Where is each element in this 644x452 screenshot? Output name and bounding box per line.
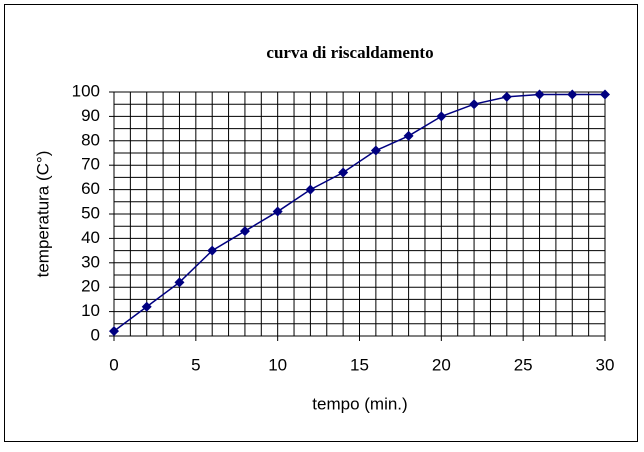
y-tick-label: 50 — [81, 203, 100, 222]
chart-title: curva di riscaldamento — [266, 43, 433, 62]
x-tick-label: 30 — [596, 355, 615, 374]
data-point — [174, 277, 185, 288]
y-tick-label: 80 — [81, 130, 100, 149]
x-tick-label: 25 — [514, 355, 533, 374]
data-point — [567, 89, 578, 100]
data-point — [207, 245, 218, 256]
x-tick-label: 5 — [191, 355, 200, 374]
data-point — [109, 326, 119, 337]
x-tick-label: 15 — [350, 355, 369, 374]
data-line — [113, 93, 605, 332]
data-point — [272, 206, 283, 217]
data-point — [338, 167, 349, 178]
y-tick-label: 70 — [81, 155, 100, 174]
data-point — [534, 89, 545, 100]
y-tick-label: 40 — [81, 228, 100, 247]
data-point — [436, 111, 447, 122]
y-tick-label: 10 — [81, 301, 100, 320]
data-point — [600, 89, 610, 100]
chart-frame — [4, 4, 638, 442]
data-point — [469, 99, 480, 110]
data-point — [370, 145, 381, 156]
x-tick-label: 20 — [432, 355, 451, 374]
y-tick-label: 0 — [91, 325, 100, 344]
y-tick-label: 60 — [81, 179, 100, 198]
y-axis-label: temperatura (C°) — [33, 151, 52, 278]
data-point — [141, 301, 152, 312]
y-tick-label: 30 — [81, 252, 100, 271]
data-point — [501, 91, 512, 102]
data-point — [403, 130, 414, 141]
data-point — [239, 226, 250, 237]
y-tick-label: 20 — [81, 277, 100, 296]
data-point — [305, 184, 316, 195]
y-tick-label: 90 — [81, 106, 100, 125]
x-tick-label: 10 — [268, 355, 287, 374]
x-axis-label: tempo (min.) — [312, 394, 407, 413]
x-tick-label: 0 — [109, 355, 118, 374]
y-tick-label: 100 — [72, 81, 100, 100]
